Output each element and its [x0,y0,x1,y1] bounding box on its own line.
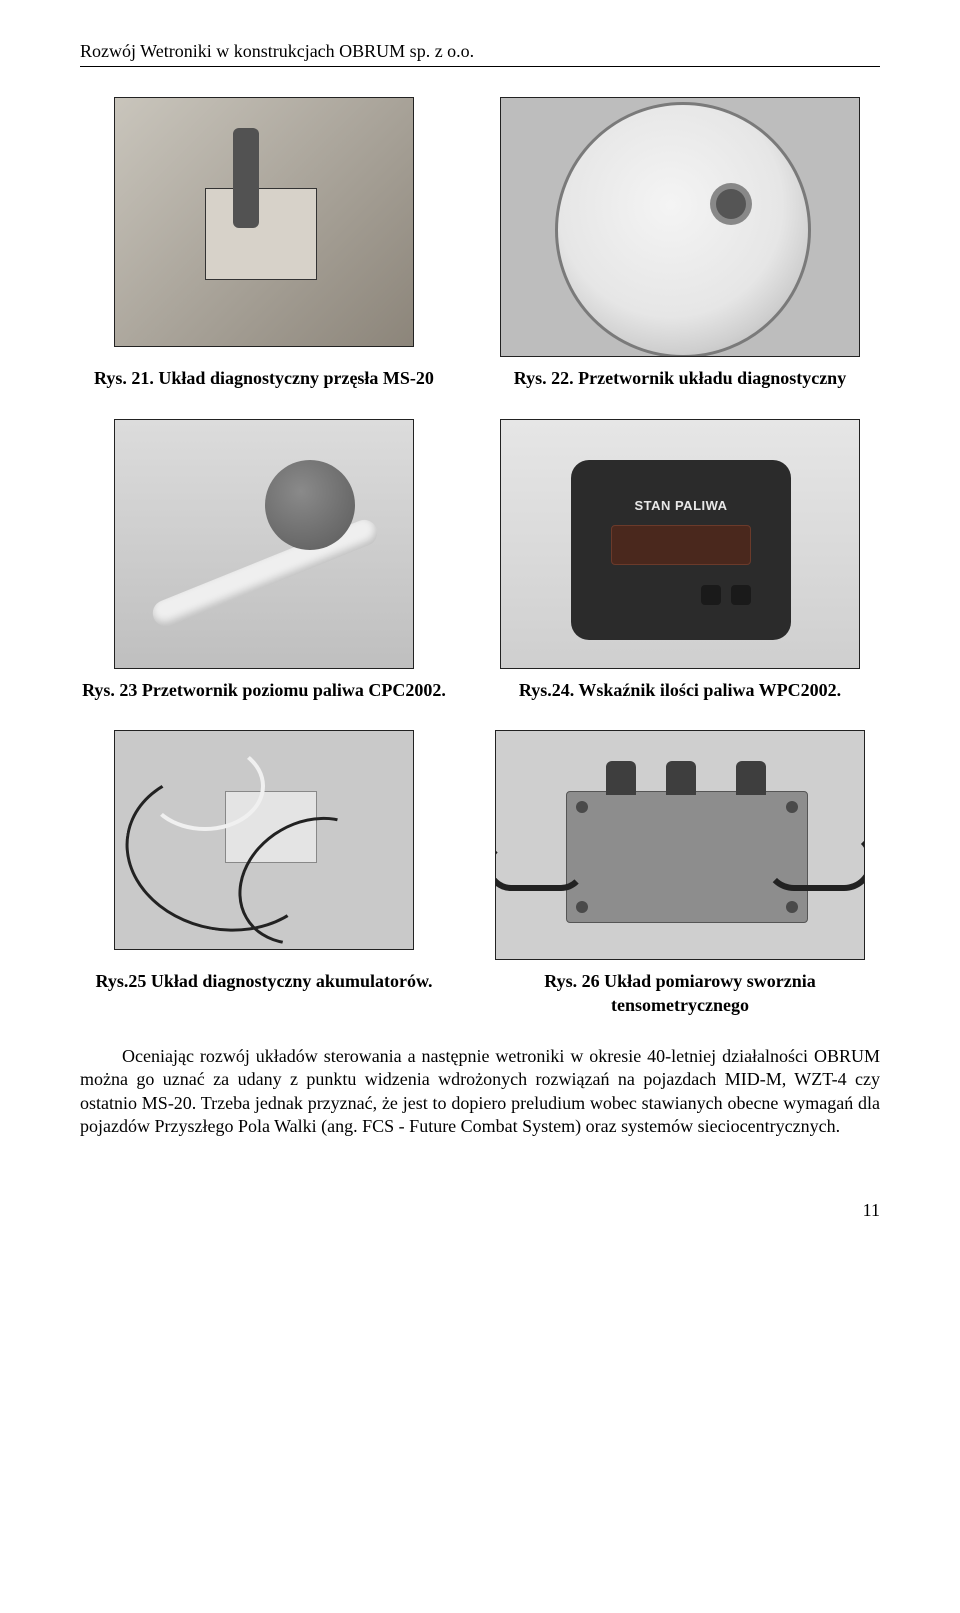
figure-26-caption-cell: Rys. 26 Układ pomiarowy sworznia tensome… [480,970,880,1017]
figure-23-image [114,419,414,669]
cable-icon [764,831,865,891]
cable-icon [114,755,337,947]
body-paragraph: Oceniając rozwój układów sterowania a na… [80,1045,880,1139]
figure-24-caption-cell: Rys.24. Wskaźnik ilości paliwa WPC2002. [480,679,880,702]
figure-25-caption-cell: Rys.25 Układ diagnostyczny akumulatorów. [80,970,448,1017]
figure-25-caption: Rys.25 Układ diagnostyczny akumulatorów. [96,970,433,993]
figure-row-1-captions: Rys. 21. Układ diagnostyczny przęsła MS-… [80,367,880,390]
figure-23-caption-cell: Rys. 23 Przetwornik poziomu paliwa CPC20… [80,679,448,702]
figure-row-1-images [80,97,880,357]
cable-icon [215,792,405,950]
figure-25-cell [80,730,448,960]
gauge-display [611,525,751,565]
figure-row-2-images [80,419,880,669]
connector-icon [736,761,766,795]
figure-22-caption: Rys. 22. Przetwornik układu diagnostyczn… [514,367,846,390]
figure-row-3-captions: Rys.25 Układ diagnostyczny akumulatorów.… [80,970,880,1017]
figure-23-caption: Rys. 23 Przetwornik poziomu paliwa CPC20… [82,679,446,702]
running-header: Rozwój Wetroniki w konstrukcjach OBRUM s… [80,40,880,67]
figure-21-caption-cell: Rys. 21. Układ diagnostyczny przęsła MS-… [80,367,448,390]
screw-icon [576,801,588,813]
figure-22-image [500,97,860,357]
figure-24-image [500,419,860,669]
figure-21-image [114,97,414,347]
figure-24-cell [480,419,880,669]
figure-26-caption: Rys. 26 Układ pomiarowy sworznia tensome… [480,970,880,1017]
figure-26-cell [480,730,880,960]
screw-icon [576,901,588,913]
screw-icon [786,801,798,813]
cable-icon [495,841,586,891]
figure-25-image [114,730,414,950]
figure-22-caption-cell: Rys. 22. Przetwornik układu diagnostyczn… [480,367,880,390]
figure-22-cell [480,97,880,357]
figure-row-2-captions: Rys. 23 Przetwornik poziomu paliwa CPC20… [80,679,880,702]
gauge-button-icon [731,585,751,605]
connector-icon [666,761,696,795]
connector-icon [606,761,636,795]
cable-icon [145,741,265,831]
figure-21-caption: Rys. 21. Układ diagnostyczny przęsła MS-… [94,367,434,390]
figure-24-caption: Rys.24. Wskaźnik ilości paliwa WPC2002. [519,679,841,702]
screw-icon [786,901,798,913]
page-number: 11 [80,1199,880,1222]
figure-23-cell [80,419,448,669]
figure-26-image [495,730,865,960]
figure-row-3-images [80,730,880,960]
figure-21-cell [80,97,448,357]
gauge-button-icon [701,585,721,605]
